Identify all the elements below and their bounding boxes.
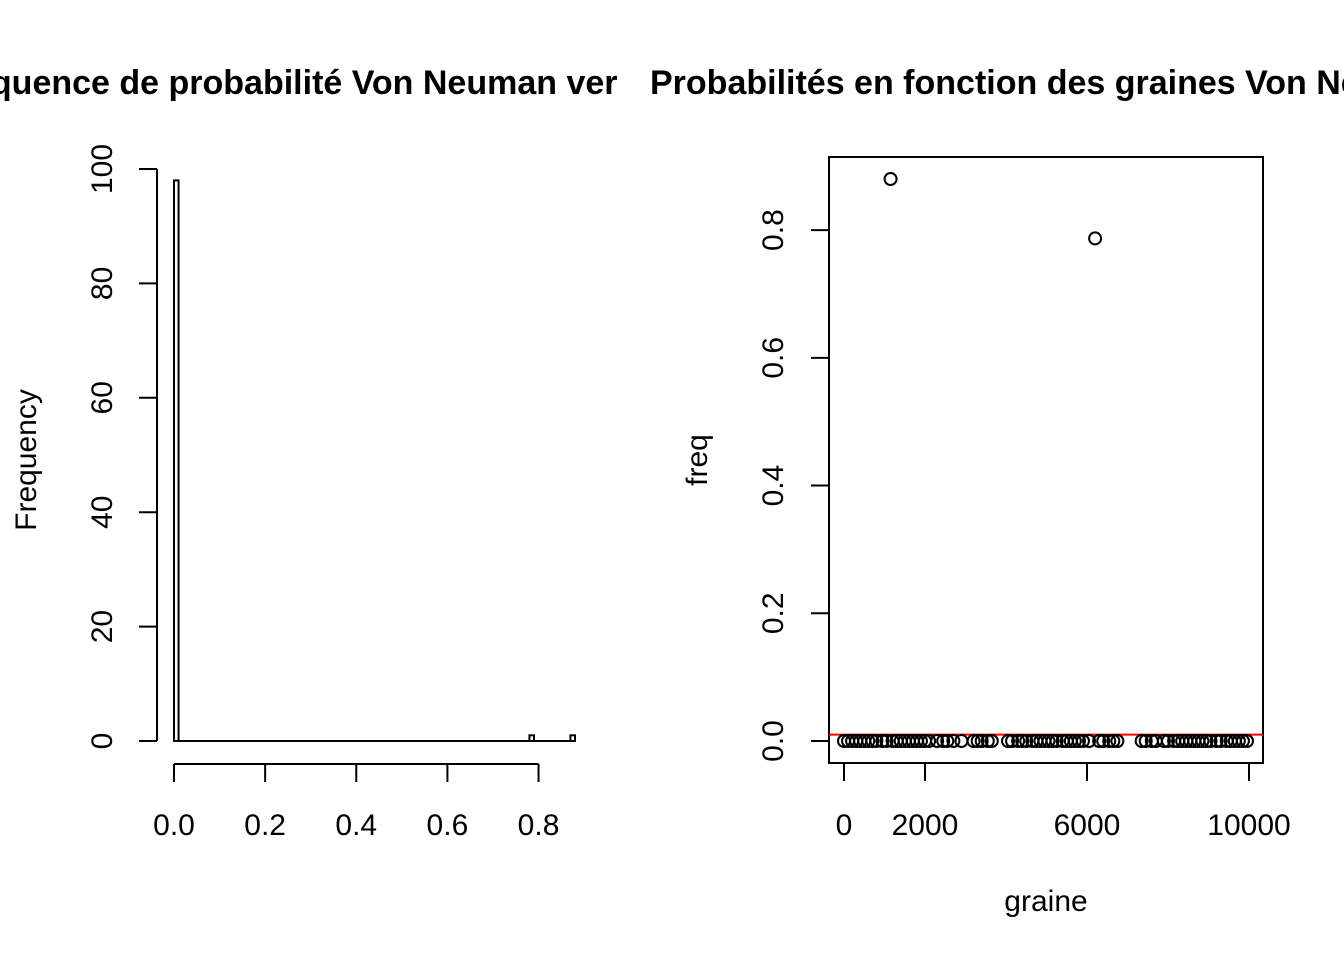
histogram-y-tick-label: 20 — [86, 610, 119, 643]
scatter-point — [1239, 734, 1254, 748]
scatter-point — [1011, 734, 1026, 748]
scatter-point — [1138, 734, 1153, 748]
scatter-point — [1199, 734, 1214, 748]
scatter-point — [1071, 734, 1086, 748]
scatter-point — [861, 734, 876, 748]
scatter-panel: Probabilités en fonction des graines Von… — [650, 64, 1344, 918]
scatter-point — [1082, 734, 1097, 748]
scatter-point — [1134, 734, 1149, 748]
scatter-point — [1001, 734, 1016, 748]
histogram-y-tick-label: 60 — [86, 381, 119, 414]
scatter-point — [1005, 734, 1020, 748]
scatter-point — [1049, 734, 1064, 748]
histogram-panel: Fréquence de probabilité Von Neuman ver 0… — [0, 64, 618, 842]
scatter-point — [883, 172, 898, 186]
scatter-point — [1045, 734, 1060, 748]
scatter-x-tick-label: 0 — [836, 809, 853, 842]
scatter-x-axis-label: graine — [1004, 885, 1087, 918]
scatter-point — [1015, 734, 1030, 748]
scatter-point — [1203, 734, 1218, 748]
scatter-point — [1088, 231, 1103, 246]
scatter-y-tick-label: 0.8 — [757, 209, 790, 251]
scatter-point — [954, 734, 969, 748]
scatter-point — [1213, 734, 1228, 748]
scatter-point — [1195, 734, 1210, 748]
scatter-y-tick-label: 0.6 — [757, 337, 790, 379]
scatter-point — [1041, 734, 1056, 748]
histogram-x-tick-label: 0.0 — [153, 809, 195, 842]
scatter-point — [940, 734, 955, 748]
scatter-y-tick-label: 0.2 — [757, 592, 790, 634]
histogram-y-tick-label: 100 — [86, 144, 119, 194]
scatter-point — [1106, 734, 1121, 748]
scatter-x-tick-label: 6000 — [1054, 809, 1121, 842]
scatter-point — [1019, 734, 1034, 748]
scatter-point — [966, 734, 981, 748]
scatter-point — [1067, 734, 1082, 748]
histogram-x-tick-label: 0.2 — [244, 809, 286, 842]
scatter-x-tick-label: 2000 — [892, 809, 959, 842]
scatter-point — [984, 734, 999, 748]
histogram-x-tick-label: 0.6 — [427, 809, 469, 842]
scatter-point — [1102, 734, 1117, 748]
scatter-point — [970, 734, 985, 748]
scatter-point — [930, 734, 945, 748]
scatter-point — [922, 734, 937, 748]
scatter-point — [1156, 734, 1171, 748]
scatter-point — [1096, 734, 1111, 748]
histogram-bar-0 — [173, 179, 180, 742]
histogram-y-axis-label: Frequency — [10, 389, 43, 531]
histogram-x-tick-label: 0.4 — [335, 809, 377, 842]
scatter-y-tick-label: 0.0 — [757, 720, 790, 762]
scatter-point — [1231, 734, 1246, 748]
histogram-y-tick-label: 80 — [86, 267, 119, 300]
scatter-point — [1209, 734, 1224, 748]
scatter-x-tick-label: 10000 — [1207, 809, 1290, 842]
scatter-y-tick-label: 0.4 — [757, 465, 790, 507]
histogram-x-tick-label: 0.8 — [518, 809, 560, 842]
scatter-point — [1092, 734, 1107, 748]
scatter-y-axis-label: freq — [681, 434, 714, 486]
scatter-point — [913, 734, 928, 748]
histogram-title: Fréquence de probabilité Von Neuman ver — [0, 64, 618, 102]
scatter-point — [1075, 734, 1090, 748]
scatter-title: Probabilités en fonction des graines Von… — [650, 64, 1344, 102]
scatter-point — [974, 734, 989, 748]
scatter-plot-box — [828, 156, 1264, 764]
scatter-point — [936, 734, 951, 748]
histogram-y-tick-label: 40 — [86, 496, 119, 529]
scatter-point — [1110, 734, 1125, 748]
scatter-point — [946, 734, 961, 748]
scatter-point — [1235, 734, 1250, 748]
scatter-point — [980, 734, 995, 748]
scatter-point — [875, 734, 890, 748]
scatter-point — [869, 734, 884, 748]
scatter-point — [879, 734, 894, 748]
histogram-y-tick-label: 0 — [86, 733, 119, 750]
scatter-point — [865, 734, 880, 748]
scatter-point — [1161, 734, 1175, 748]
